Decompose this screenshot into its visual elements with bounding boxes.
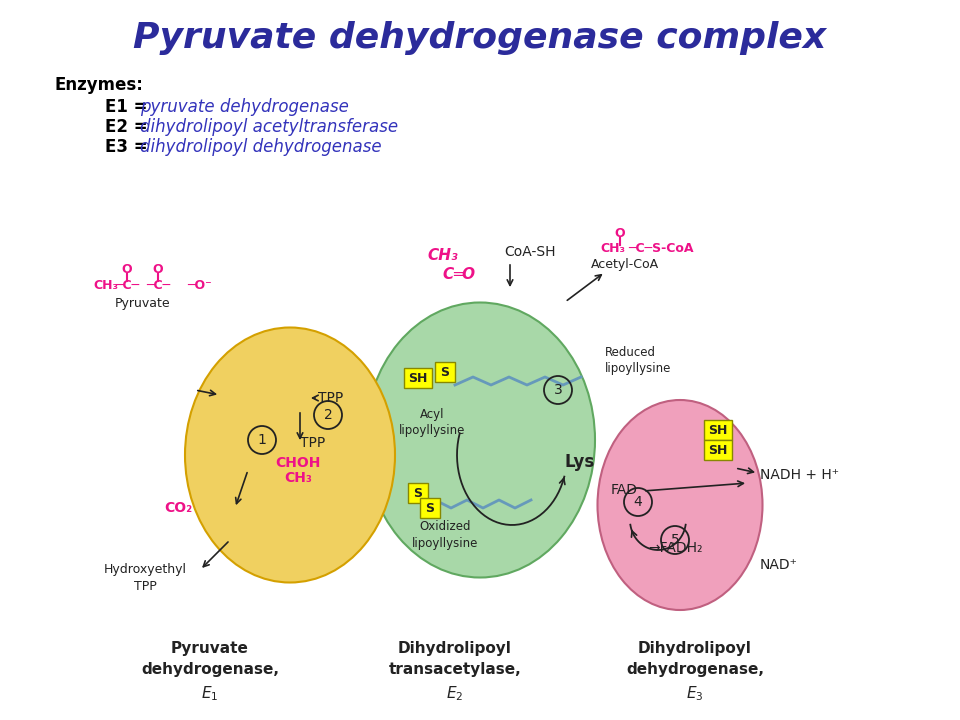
Text: Enzymes:: Enzymes:	[55, 76, 144, 94]
Text: S: S	[441, 366, 449, 379]
Text: dihydrolipoyl acetyltransferase: dihydrolipoyl acetyltransferase	[140, 118, 398, 136]
FancyBboxPatch shape	[435, 362, 455, 382]
Text: CH₃: CH₃	[428, 248, 458, 263]
Text: 2: 2	[324, 408, 332, 422]
Text: Hydroxyethyl
TPP: Hydroxyethyl TPP	[104, 563, 186, 593]
FancyBboxPatch shape	[704, 420, 732, 440]
Text: Dihydrolipoyl
dehydrogenase,
$\mathit{E}_3$: Dihydrolipoyl dehydrogenase, $\mathit{E}…	[626, 641, 764, 703]
Text: E1 =: E1 =	[105, 98, 154, 116]
Text: SH: SH	[708, 423, 728, 436]
Text: Pyruvate dehydrogenase complex: Pyruvate dehydrogenase complex	[133, 21, 827, 55]
Text: ─C─S-CoA: ─C─S-CoA	[628, 241, 693, 254]
Text: NADH + H⁺: NADH + H⁺	[760, 468, 839, 482]
Text: Lys: Lys	[564, 453, 595, 471]
Text: ─C─: ─C─	[115, 279, 139, 292]
Text: dihydrolipoyl dehydrogenase: dihydrolipoyl dehydrogenase	[140, 138, 382, 156]
Text: SH: SH	[408, 372, 428, 384]
Text: O: O	[122, 263, 132, 276]
Text: CoA-SH: CoA-SH	[504, 245, 556, 259]
Text: CH₃: CH₃	[93, 279, 118, 292]
Text: Acetyl-CoA: Acetyl-CoA	[591, 258, 660, 271]
Text: Dihydrolipoyl
transacetylase,
$\mathit{E}_2$: Dihydrolipoyl transacetylase, $\mathit{E…	[389, 641, 521, 703]
Text: 3: 3	[554, 383, 563, 397]
Text: CO₂: CO₂	[164, 501, 192, 515]
Text: Pyruvate: Pyruvate	[115, 297, 171, 310]
FancyBboxPatch shape	[408, 483, 428, 503]
Text: CHOH: CHOH	[276, 456, 321, 470]
Text: 5: 5	[671, 533, 680, 547]
Text: SH: SH	[708, 444, 728, 456]
Text: Reduced
lipoyllysine: Reduced lipoyllysine	[605, 346, 671, 374]
FancyBboxPatch shape	[404, 368, 432, 388]
Text: →FADH₂: →FADH₂	[648, 541, 703, 555]
Text: Acyl
lipoyllysine: Acyl lipoyllysine	[398, 408, 466, 436]
Text: 1: 1	[257, 433, 267, 447]
Text: S: S	[425, 502, 435, 515]
Text: C: C	[443, 266, 454, 282]
FancyBboxPatch shape	[704, 440, 732, 460]
Ellipse shape	[185, 328, 395, 582]
Text: E2 =: E2 =	[105, 118, 154, 136]
Text: TPP: TPP	[300, 436, 325, 450]
Text: ─C─: ─C─	[146, 279, 170, 292]
Text: O: O	[153, 263, 163, 276]
Text: TPP: TPP	[318, 391, 344, 405]
Ellipse shape	[597, 400, 762, 610]
Text: pyruvate dehydrogenase: pyruvate dehydrogenase	[140, 98, 348, 116]
Text: O: O	[614, 227, 625, 240]
Text: E3 =: E3 =	[105, 138, 154, 156]
Text: 4: 4	[634, 495, 642, 509]
Text: ═O: ═O	[453, 266, 475, 282]
Text: CH₃: CH₃	[600, 241, 625, 254]
Text: S: S	[414, 487, 422, 500]
FancyBboxPatch shape	[420, 498, 440, 518]
Text: FAD: FAD	[611, 483, 638, 497]
Text: CH₃: CH₃	[284, 471, 312, 485]
Ellipse shape	[365, 302, 595, 577]
Text: Oxidized
lipoyllysine: Oxidized lipoyllysine	[412, 521, 478, 549]
Text: ─O⁻: ─O⁻	[187, 279, 212, 292]
Text: NAD⁺: NAD⁺	[760, 558, 798, 572]
Text: Pyruvate
dehydrogenase,
$\mathit{E}_1$: Pyruvate dehydrogenase, $\mathit{E}_1$	[141, 641, 279, 703]
